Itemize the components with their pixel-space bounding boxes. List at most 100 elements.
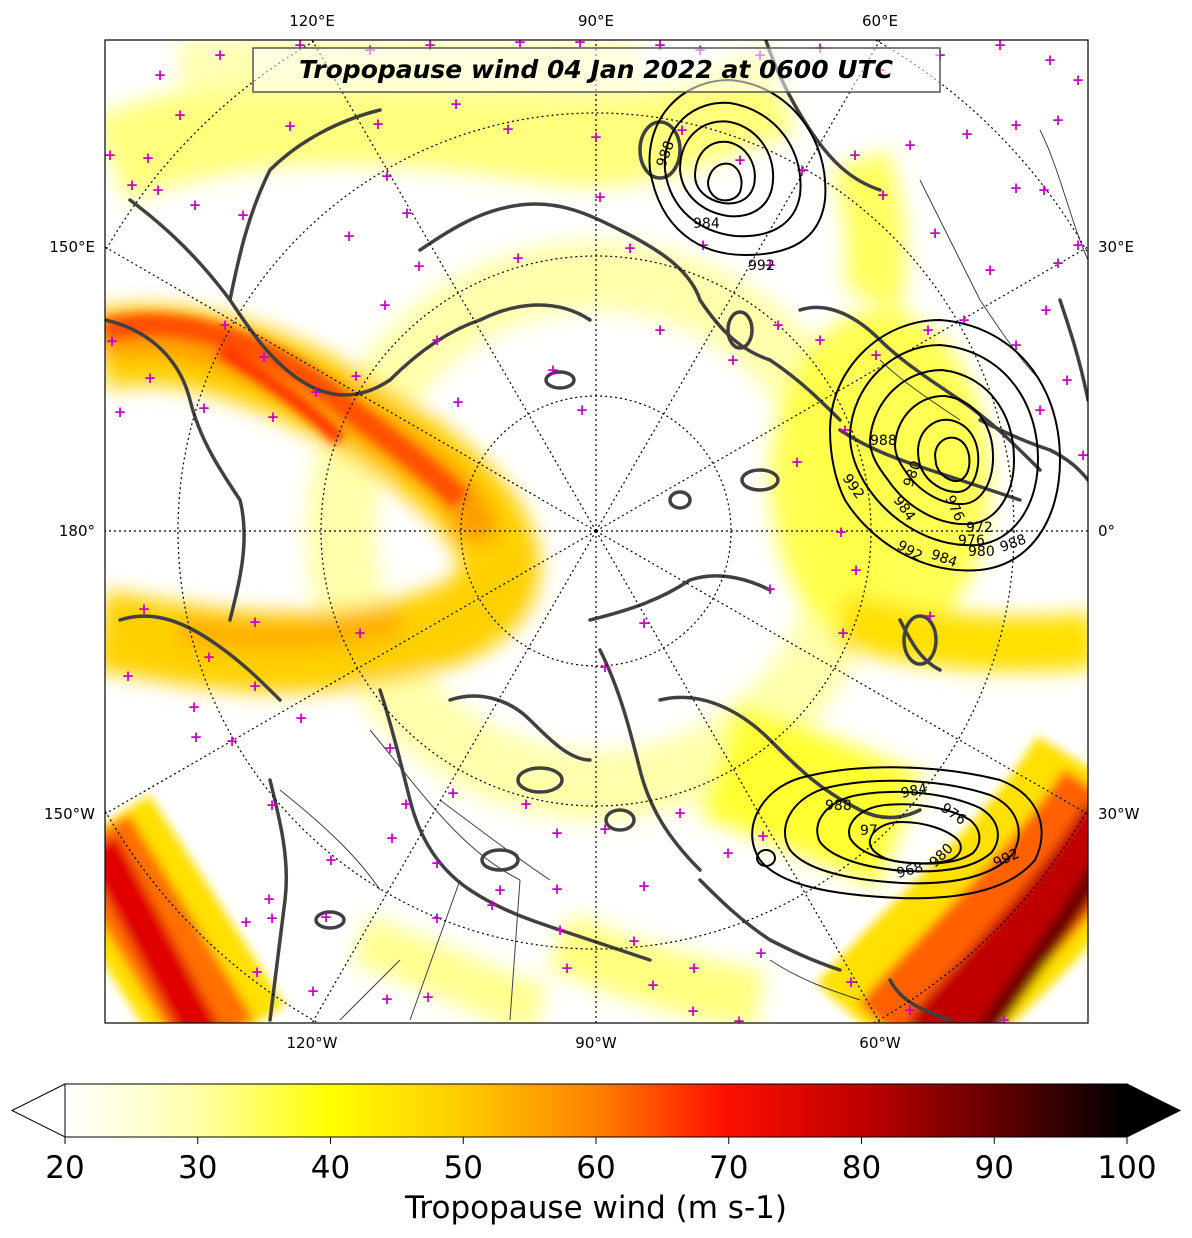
station-marker: + [590, 128, 603, 146]
station-marker: + [870, 346, 883, 364]
station-marker: + [850, 561, 863, 579]
station-marker: + [764, 580, 777, 598]
colorbar-tick-label: 30 [178, 1150, 217, 1186]
station-marker: + [190, 728, 203, 746]
station-marker: + [697, 236, 710, 254]
map-title-box: Tropopause wind 04 Jan 2022 at 0600 UTC [252, 47, 941, 93]
contour-label: 97 [860, 823, 878, 839]
station-marker: + [1044, 51, 1057, 69]
station-marker: + [198, 399, 211, 417]
station-marker: + [1072, 236, 1085, 254]
contour-label: 968 [895, 859, 925, 881]
station-marker: + [994, 36, 1007, 54]
station-marker: + [638, 877, 651, 895]
station-marker: + [998, 1011, 1011, 1029]
colorbar-tick-label: 20 [45, 1150, 84, 1186]
colorbar-extend-high [1126, 1083, 1182, 1138]
station-marker: + [688, 959, 701, 977]
station-marker: + [267, 408, 280, 426]
station-marker: + [189, 196, 202, 214]
station-marker: + [258, 348, 271, 366]
station-marker: + [154, 66, 167, 84]
station-marker: + [676, 121, 689, 139]
station-marker: + [174, 106, 187, 124]
station-marker: + [734, 151, 747, 169]
station-marker: + [674, 804, 687, 822]
colorbar-gradient [65, 1084, 1127, 1137]
lon-label-left: 150°W [44, 805, 95, 823]
station-marker: + [654, 321, 667, 339]
station-marker: + [599, 820, 612, 838]
station-marker: + [104, 146, 117, 164]
station-marker: + [354, 624, 367, 642]
colorbar-tick-label: 100 [1097, 1150, 1156, 1186]
station-marker: + [551, 824, 564, 842]
station-marker: + [922, 321, 935, 339]
lon-label-right: 30°W [1098, 805, 1140, 823]
lon-label-left: 150°E [49, 238, 95, 256]
contour-label: 976 [958, 533, 985, 549]
station-marker: + [512, 249, 525, 267]
station-marker: + [226, 732, 239, 750]
political-borders [279, 129, 1088, 1021]
station-marker: + [384, 739, 397, 757]
station-marker: + [1034, 401, 1047, 419]
contour-label: 988 [870, 433, 897, 449]
station-marker: + [904, 1001, 917, 1019]
station-marker: + [576, 401, 589, 419]
station-marker: + [325, 851, 338, 869]
colorbar-tick-label: 90 [975, 1150, 1014, 1186]
colorbar: 20 30 40 50 60 70 80 90 100 Tropopause wind (m s… [10, 1083, 1182, 1226]
station-marker: + [350, 367, 363, 385]
contour-label: 984 [900, 781, 930, 802]
lon-label-bottom: 120°W [287, 1034, 338, 1052]
station-marker: + [1077, 446, 1090, 464]
station-marker: + [755, 944, 768, 962]
station-marker: + [372, 115, 385, 133]
station-marker: + [320, 908, 333, 926]
station-marker: + [413, 257, 426, 275]
station-marker: + [240, 913, 253, 931]
station-marker: + [984, 261, 997, 279]
station-marker: + [310, 383, 323, 401]
station-marker: + [929, 224, 942, 242]
station-marker: + [554, 921, 567, 939]
station-marker: + [219, 316, 232, 334]
station-marker: + [624, 239, 637, 257]
station-marker: + [431, 854, 444, 872]
station-marker: + [687, 1002, 700, 1020]
station-marker: + [401, 204, 414, 222]
lon-label-bottom: 90°W [575, 1034, 617, 1052]
contour-label: 980 [968, 544, 995, 560]
station-marker: + [924, 607, 937, 625]
colorbar-tick-label: 70 [709, 1150, 748, 1186]
station-marker: + [849, 146, 862, 164]
station-marker: + [791, 453, 804, 471]
lon-label-top: 60°E [862, 12, 898, 30]
station-marker: + [547, 361, 560, 379]
station-marker: + [122, 667, 135, 685]
station-marker: + [877, 186, 890, 204]
colorbar-extend-low [10, 1083, 66, 1138]
station-marker: + [400, 795, 413, 813]
station-marker: + [422, 988, 435, 1006]
station-marker: + [106, 332, 119, 350]
station-marker: + [266, 796, 279, 814]
lon-label-top: 90°E [578, 12, 614, 30]
station-marker: + [764, 256, 777, 274]
station-marker: + [188, 698, 201, 716]
station-marker: + [284, 117, 297, 135]
station-marker: + [381, 990, 394, 1008]
station-marker: + [295, 709, 308, 727]
station-marker: + [343, 227, 356, 245]
contour-label: 988 [825, 798, 852, 814]
station-marker: + [520, 795, 533, 813]
station-marker: + [845, 973, 858, 991]
station-marker: + [722, 844, 735, 862]
longitude-labels: 120°E 90°E 60°E 120°W 90°W 60°W 150°E 18… [44, 12, 1140, 1052]
station-marker: + [1052, 111, 1065, 129]
colorbar-label: Tropopause wind (m s-1) [404, 1190, 787, 1226]
station-marker: + [1061, 371, 1074, 389]
station-marker: + [203, 648, 216, 666]
